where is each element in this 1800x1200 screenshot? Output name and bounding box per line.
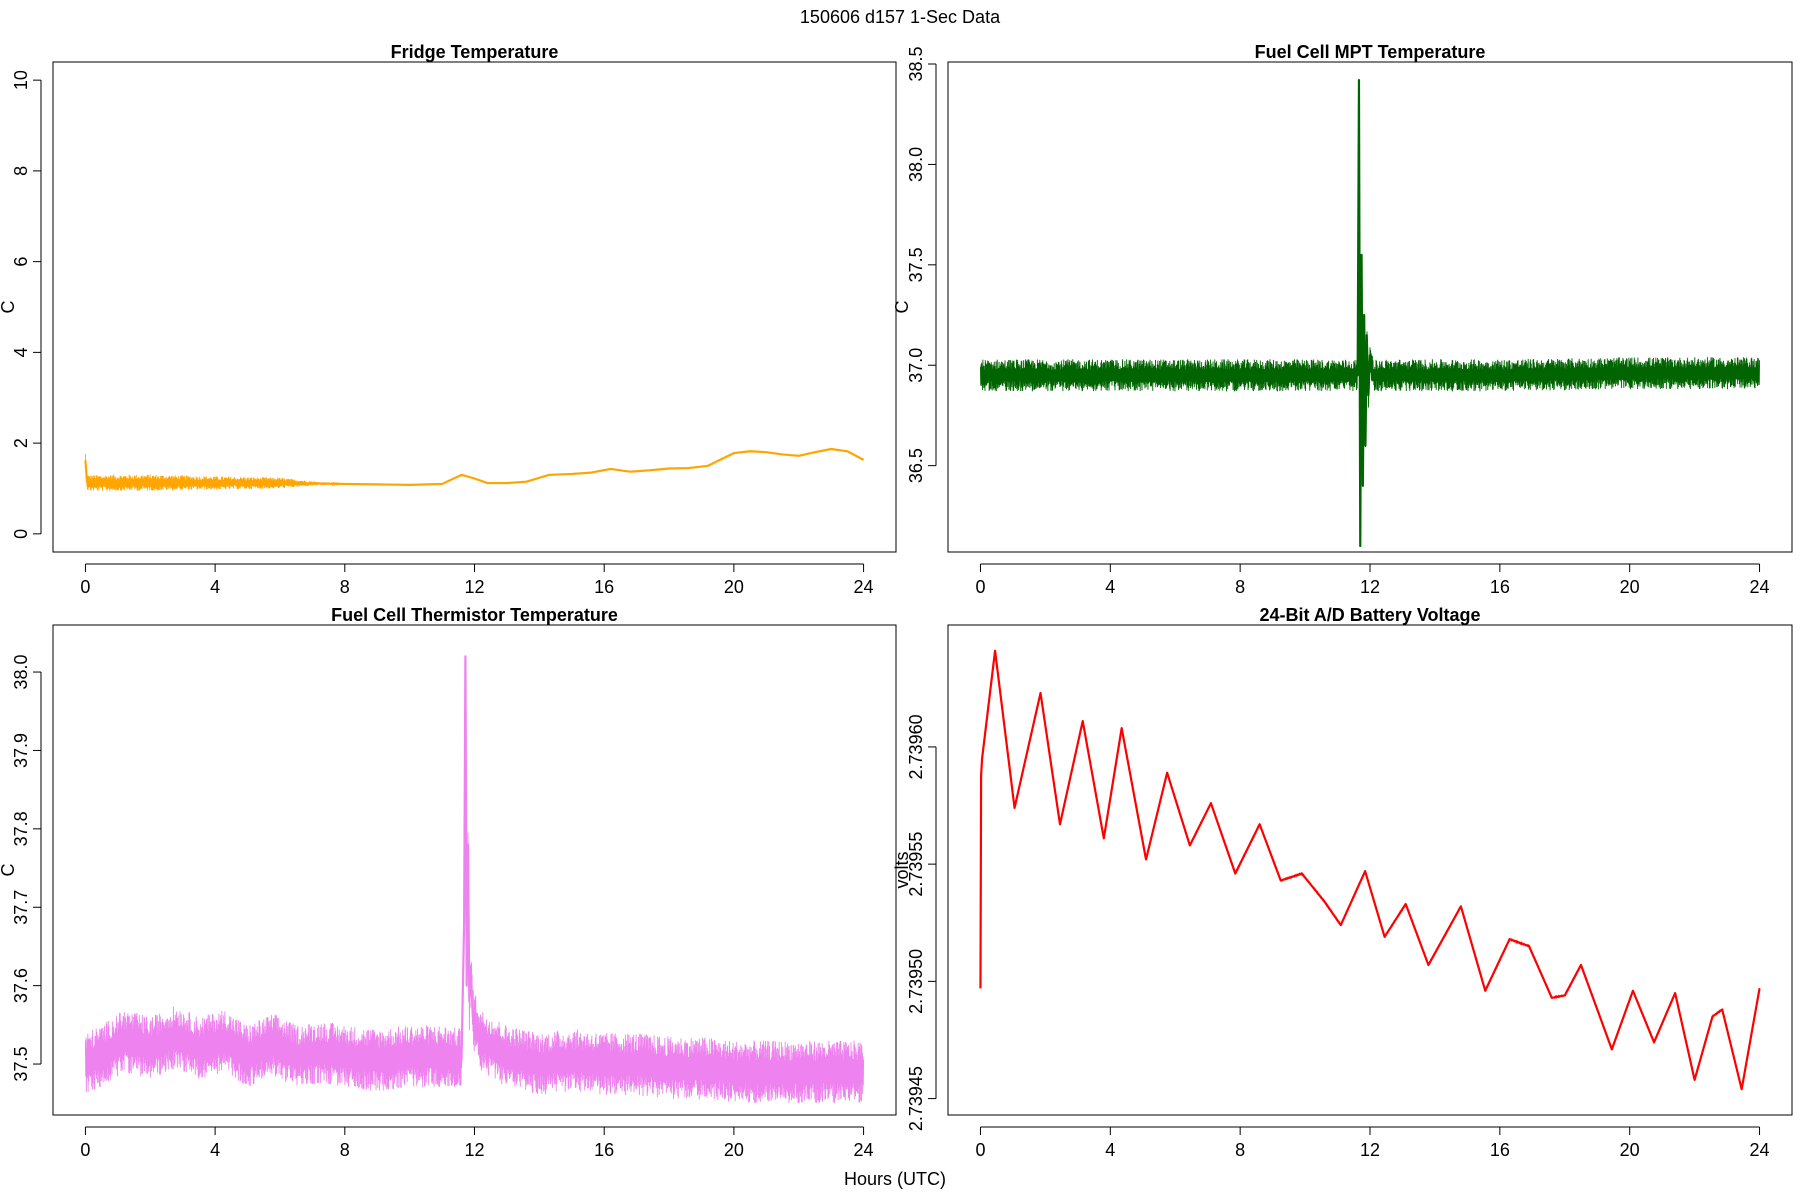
x-tick-label: 4	[1105, 1140, 1115, 1160]
data-layer	[84, 447, 865, 491]
panel-title: Fuel Cell Thermistor Temperature	[331, 605, 618, 625]
y-axis-label: C	[0, 301, 18, 314]
data-layer	[84, 655, 865, 1104]
x-tick-label: 4	[210, 1140, 220, 1160]
x-tick-label: 8	[340, 1140, 350, 1160]
x-tick-label: 24	[854, 1140, 874, 1160]
plot-frame	[947, 624, 1793, 1116]
x-tick-label: 12	[464, 577, 484, 597]
x-tick-label: 4	[210, 577, 220, 597]
series-line	[84, 655, 864, 1073]
y-tick-label: 4	[11, 347, 31, 357]
y-tick-label: 37.8	[11, 811, 31, 846]
panel-title: Fridge Temperature	[391, 42, 559, 62]
x-tick-label: 0	[975, 1140, 985, 1160]
y-tick-label: 38.0	[906, 147, 926, 182]
x-tick-label: 8	[1235, 577, 1245, 597]
y-tick-label: 0	[11, 529, 31, 539]
series-noise-band	[980, 97, 1760, 500]
x-tick-label: 8	[340, 577, 350, 597]
data-layer	[979, 649, 1761, 1091]
x-tick-label: 16	[1490, 577, 1510, 597]
y-tick-label: 2.73950	[906, 949, 926, 1014]
x-tick-label: 0	[80, 1140, 90, 1160]
panel-title: 24-Bit A/D Battery Voltage	[1259, 605, 1480, 625]
y-tick-label: 10	[11, 70, 31, 90]
y-tick-label: 8	[11, 166, 31, 176]
plot-frame	[947, 61, 1793, 553]
x-tick-label: 16	[1490, 1140, 1510, 1160]
x-tick-label: 16	[594, 1140, 614, 1160]
x-tick-label: 20	[724, 1140, 744, 1160]
y-tick-label: 37.9	[11, 733, 31, 768]
panel-title: Fuel Cell MPT Temperature	[1255, 42, 1486, 62]
y-tick-label: 2.73955	[906, 832, 926, 897]
plot-frame	[52, 624, 897, 1116]
x-tick-label: 12	[1360, 577, 1380, 597]
x-tick-label: 0	[975, 577, 985, 597]
y-tick-label: 2	[11, 438, 31, 448]
series-noise-band	[980, 650, 1760, 1090]
y-tick-label: 38.0	[11, 655, 31, 690]
series-noise-band	[84, 448, 864, 491]
panel-4: 24-Bit A/D Battery Voltage 0 4 8 12 16 20 24 2.7…	[892, 605, 1793, 1160]
x-tick-label: 12	[1360, 1140, 1380, 1160]
series-line	[84, 447, 865, 486]
y-tick-label: 37.5	[11, 1047, 31, 1082]
x-tick-label: 20	[1620, 577, 1640, 597]
y-axis-label: volts	[892, 851, 912, 888]
series-noise-band	[84, 655, 865, 1104]
figure-suptitle: 150606 d157 1-Sec Data	[800, 7, 1001, 27]
x-tick-label: 16	[594, 577, 614, 597]
data-layer	[980, 78, 1760, 548]
y-tick-label: 36.5	[906, 448, 926, 483]
x-tick-label: 0	[80, 577, 90, 597]
x-tick-label: 20	[1620, 1140, 1640, 1160]
y-tick-label: 37.6	[11, 968, 31, 1003]
series-line	[980, 78, 1760, 548]
x-tick-label: 24	[1750, 577, 1770, 597]
x-tick-label: 4	[1105, 577, 1115, 597]
y-axis-label: C	[0, 864, 18, 877]
x-tick-label: 24	[854, 577, 874, 597]
panel-3: Fuel Cell Thermistor Temperature 0 4 8 12 16 2…	[0, 605, 897, 1160]
y-tick-label: 38.5	[906, 46, 926, 81]
x-tick-label: 12	[464, 1140, 484, 1160]
series-line	[979, 649, 1761, 1091]
panel-2: Fuel Cell MPT Temperature 0 4 8 12 16 20 24 36.5…	[892, 42, 1793, 597]
y-axis-label: C	[892, 301, 912, 314]
x-tick-label: 20	[724, 577, 744, 597]
y-tick-label: 2.73960	[906, 714, 926, 779]
x-tick-label: 8	[1235, 1140, 1245, 1160]
x-tick-label: 24	[1750, 1140, 1770, 1160]
y-tick-label: 37.7	[11, 890, 31, 925]
plot-frame	[52, 61, 897, 553]
y-tick-label: 2.73945	[906, 1066, 926, 1131]
y-tick-label: 37.5	[906, 247, 926, 282]
y-tick-label: 6	[11, 257, 31, 267]
y-tick-label: 37.0	[906, 348, 926, 383]
shared-x-axis-label: Hours (UTC)	[844, 1169, 946, 1189]
